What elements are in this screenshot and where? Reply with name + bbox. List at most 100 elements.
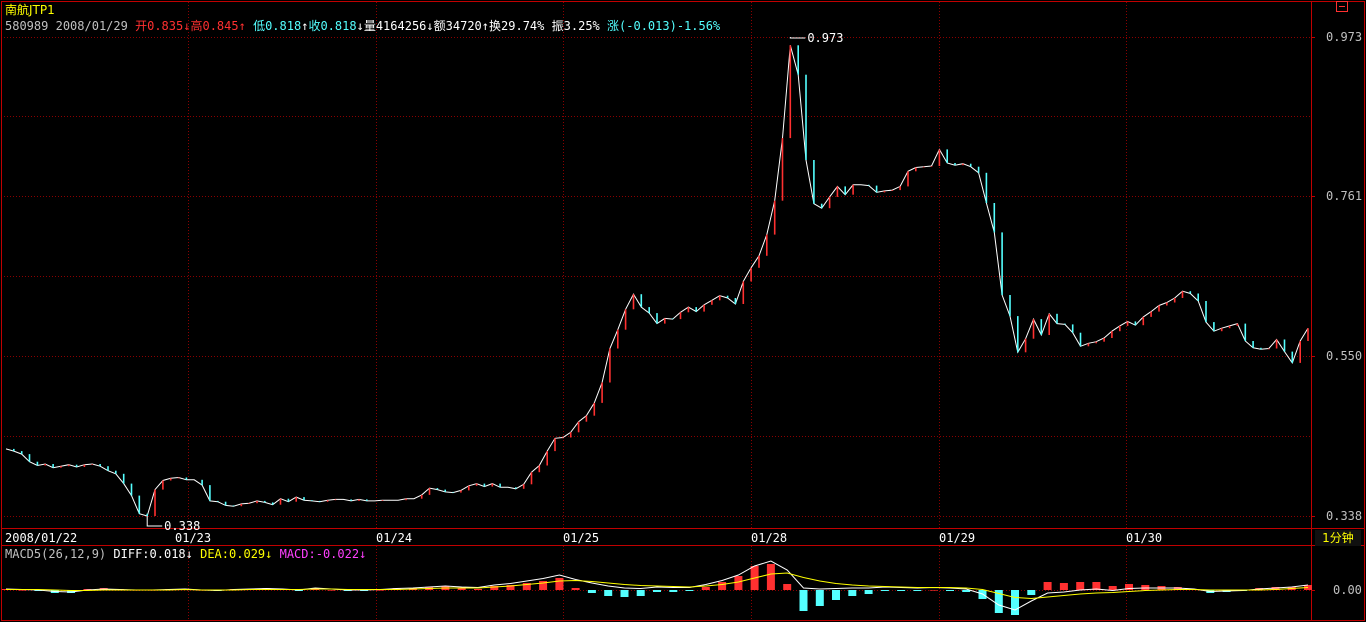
macd-bar	[327, 590, 336, 591]
y-tick-label: 0.338	[1326, 509, 1362, 523]
macd-indicator-name: MACD5(26,12,9)	[5, 547, 107, 561]
macd-bar	[1059, 583, 1068, 590]
high-value: 0.845	[202, 19, 239, 33]
macd-bar	[18, 590, 27, 591]
security-code: 580989	[5, 19, 49, 33]
dea-value: 0.029	[229, 547, 266, 561]
macd-bar	[653, 590, 661, 592]
macd-bar	[669, 590, 678, 592]
price-line	[5, 45, 1309, 517]
macd-bar	[490, 586, 499, 590]
macd-bar	[913, 590, 922, 591]
macd-bar	[1092, 582, 1101, 590]
quote-date: 2008/01/29	[55, 19, 128, 33]
low-label: 低	[253, 19, 266, 33]
macd-bar	[376, 590, 385, 591]
macd-bar	[783, 584, 792, 590]
change-value: (-0.013)-1.56%	[619, 19, 721, 33]
time-x-axis: 2008/01/22 01/23 01/24 01/25 01/28 01/29 01/30	[5, 531, 1162, 545]
macd-bar	[604, 590, 613, 596]
period-selector[interactable]: 1分钟	[1315, 530, 1361, 546]
window-toggle-icon[interactable]	[1336, 1, 1348, 12]
macd-bar	[718, 582, 727, 590]
annotation-label: 0.338	[164, 519, 200, 533]
price-annotations: 0.973 0.338	[146, 31, 843, 533]
open-value: 0.835	[147, 19, 184, 33]
macd-bar	[522, 583, 531, 590]
annotation-leader	[146, 516, 163, 527]
close-label: 收	[308, 19, 321, 33]
arrow-down-icon: ↓	[359, 547, 367, 561]
price-candles	[13, 45, 1309, 516]
macd-bar	[701, 587, 710, 590]
volume-value: 4164256	[375, 19, 427, 33]
macd-bar	[1108, 586, 1117, 590]
macd-bar	[506, 585, 515, 590]
arrow-down-icon: ↓	[183, 19, 191, 33]
dea-label: DEA:	[200, 547, 230, 561]
x-tick-label: 01/29	[939, 531, 975, 545]
macd-value: -0.022	[315, 547, 360, 561]
arrow-up-icon: ↑	[481, 19, 490, 33]
high-label: 高	[190, 19, 203, 33]
turnover-label: 换	[489, 19, 502, 33]
macd-bar	[766, 564, 775, 590]
x-tick-label: 01/25	[563, 531, 599, 545]
macd-bar	[1125, 584, 1133, 590]
macd-bar	[946, 590, 954, 591]
macd-bar	[620, 590, 629, 597]
change-label: 涨	[607, 19, 620, 33]
annotation-label: 0.973	[807, 31, 843, 45]
macd-bar	[962, 590, 971, 592]
macd-header: MACD5(26,12,9) DIFF:0.018↓ DEA:0.029↓ MA…	[5, 547, 366, 561]
open-label: 开	[135, 19, 148, 33]
arrow-up-icon: ↑	[301, 19, 309, 33]
macd-bar	[457, 588, 466, 590]
macd-bar	[880, 590, 889, 591]
y-tick-label: 0.550	[1326, 349, 1362, 363]
macd-panel: 0.00	[2, 560, 1362, 615]
security-name: 南航JTP1	[5, 3, 55, 17]
y-tick-label: 0.761	[1326, 189, 1362, 203]
macd-bar	[848, 590, 857, 596]
low-value: 0.818	[265, 19, 302, 33]
macd-bar	[587, 590, 596, 593]
macd-bar	[539, 581, 548, 590]
amount-value: 34720	[445, 19, 482, 33]
quote-bar: 580989 2008/01/29 开0.835↓高0.845↑ 低0.818↑…	[5, 17, 720, 34]
macd-bar	[799, 590, 808, 611]
macd-bar	[555, 578, 564, 590]
macd-bar	[864, 590, 873, 594]
y-tick-label: 0.973	[1326, 30, 1362, 44]
macd-bar	[685, 590, 694, 591]
macd-bar	[815, 590, 824, 606]
macd-y-tick-label: 0.00	[1333, 583, 1362, 597]
macd-bar	[1076, 582, 1085, 590]
x-tick-label: 2008/01/22	[5, 531, 77, 545]
arrow-up-icon: ↑	[238, 19, 246, 33]
macd-bar	[734, 576, 743, 590]
macd-bar	[1011, 590, 1019, 615]
macd-label: MACD:	[279, 547, 316, 561]
annotation-leader	[789, 37, 806, 39]
dea-line	[6, 572, 1309, 600]
turnover-value: 29.74%	[501, 19, 545, 33]
arrow-down-icon: ↓	[265, 547, 273, 561]
volume-label: 量	[363, 19, 376, 33]
x-tick-label: 01/30	[1126, 531, 1162, 545]
macd-bar	[474, 589, 482, 590]
diff-value: 0.018	[149, 547, 186, 561]
arrow-down-icon: ↓	[426, 19, 434, 33]
arrow-down-icon: ↓	[356, 19, 364, 33]
macd-bar	[571, 588, 580, 590]
close-value: 0.818	[320, 19, 357, 33]
macd-bar	[897, 590, 906, 591]
price-grid	[4, 2, 1311, 620]
macd-bar	[832, 590, 840, 600]
arrow-down-icon: ↓	[185, 547, 193, 561]
macd-bar	[994, 590, 1003, 613]
macd-bar	[1027, 590, 1036, 595]
